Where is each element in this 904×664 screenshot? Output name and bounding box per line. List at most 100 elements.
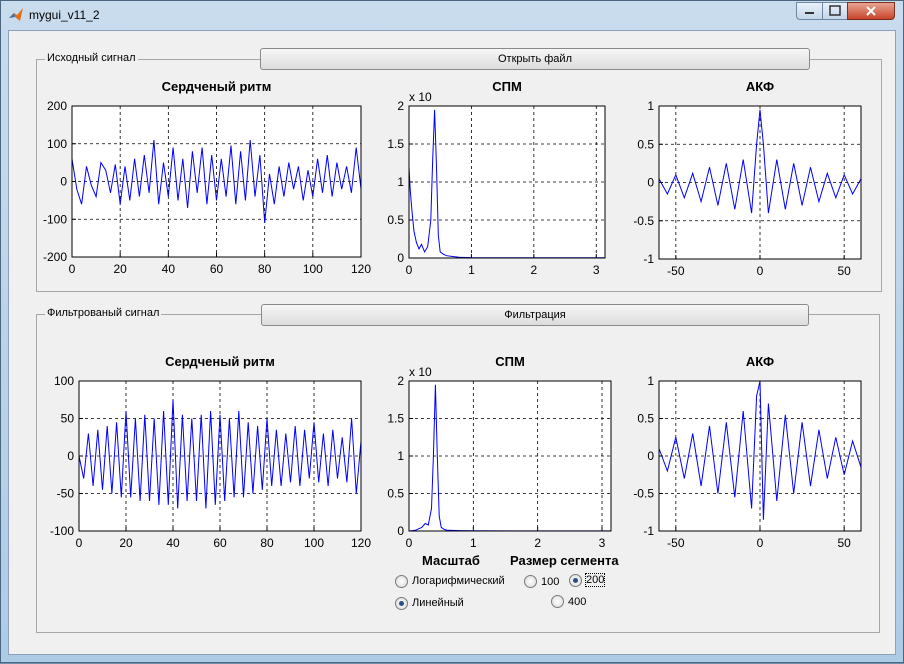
radio-segment-100-label: 100	[541, 576, 560, 588]
x-tick-label: 20	[119, 536, 133, 550]
x-tick-label: 60	[213, 536, 227, 550]
x-tick-label: 3	[593, 263, 600, 277]
series-line	[78, 399, 362, 509]
x-tick-label: -50	[667, 264, 685, 278]
exponent-label: x 10	[409, 90, 432, 104]
title-bar[interactable]: mygui_v11_2	[1, 1, 903, 29]
close-button[interactable]	[847, 2, 895, 20]
x-tick-label: 2	[530, 263, 537, 277]
y-tick-label: 100	[54, 374, 74, 388]
y-tick-label: 1	[397, 175, 404, 189]
chart-orig-hr: 0 20 40 60 80 100 120 200 100 0 -100 -200 Сердченый …	[43, 79, 371, 276]
x-tick-label: 80	[258, 262, 272, 276]
chart-title: Сердченый ритм	[162, 79, 272, 94]
series-line	[71, 139, 362, 224]
scale-label: Масштаб	[422, 553, 480, 568]
x-tick-label: 50	[837, 264, 851, 278]
chart-filt-hr: 0 20 40 60 80 100 120 100 50 0 -50 -100 Сердченый ри…	[50, 354, 371, 550]
x-tick-label: 100	[304, 536, 324, 550]
chart-title: Сердченый ритм	[165, 354, 275, 369]
plot-border	[658, 105, 862, 260]
x-tick-label: 1	[470, 536, 477, 550]
x-tick-label: 0	[69, 262, 76, 276]
panel-title: Исходный сигнал	[45, 52, 138, 64]
x-tick-label: 50	[837, 536, 851, 550]
open-file-button[interactable]: Открыть файл	[260, 48, 810, 70]
chart-title: АКФ	[746, 79, 774, 94]
x-tick-label: 60	[210, 262, 224, 276]
y-tick-label: 0.5	[637, 412, 654, 426]
x-tick-label: 20	[113, 262, 127, 276]
plot-border	[78, 380, 362, 532]
x-tick-label: 120	[351, 536, 371, 550]
y-tick-label: -0.5	[633, 214, 654, 228]
chart-title: АКФ	[746, 354, 774, 369]
x-tick-label: 1	[468, 263, 475, 277]
x-tick-label: 2	[534, 536, 541, 550]
y-tick-label: 50	[61, 412, 75, 426]
chart-filt-acf: -50 0 50 1 0.5 0 -0.5 -1 АКФ	[633, 354, 862, 550]
y-tick-label: 0	[647, 449, 654, 463]
plot-border	[658, 380, 862, 532]
radio-log-label: Логарифмический	[412, 575, 505, 587]
x-tick-label: 40	[162, 262, 176, 276]
y-tick-label: -100	[43, 212, 67, 226]
y-tick-label: 0.5	[387, 213, 404, 227]
plot-border	[71, 105, 362, 258]
y-tick-label: 0	[397, 524, 404, 538]
y-tick-label: 1.5	[387, 137, 404, 151]
y-tick-label: -0.5	[633, 487, 654, 501]
matlab-icon	[8, 7, 24, 23]
y-tick-label: 1	[647, 99, 654, 113]
series-line	[658, 109, 862, 214]
radio-linear-scale[interactable]	[395, 597, 408, 610]
x-tick-label: 0	[406, 263, 413, 277]
radio-segment-200-label: 200	[584, 573, 606, 587]
chart-filt-psd: 0 1 2 3 2 1.5 1 0.5 0 СПМ x 10	[387, 354, 612, 550]
exponent-label: x 10	[409, 365, 432, 379]
x-tick-label: 40	[166, 536, 180, 550]
y-tick-label: -50	[57, 487, 75, 501]
y-tick-label: 1	[397, 449, 404, 463]
y-tick-label: -1	[643, 524, 654, 538]
y-tick-label: -100	[50, 524, 74, 538]
y-tick-label: 200	[47, 99, 67, 113]
radio-segment-200[interactable]	[569, 574, 582, 587]
y-tick-label: 0	[397, 251, 404, 265]
y-tick-label: 0.5	[387, 487, 404, 501]
panel-title: Фильтрованый сигнал	[45, 307, 162, 319]
y-tick-label: -1	[643, 252, 654, 266]
x-tick-label: 3	[599, 536, 606, 550]
chart-orig-psd: 0 1 2 3 2 1.5 1 0.5 0 СПМ x 10	[387, 79, 606, 277]
y-tick-label: 0	[647, 176, 654, 190]
x-tick-label: -50	[667, 536, 685, 550]
radio-log-scale[interactable]	[395, 575, 408, 588]
y-tick-label: -200	[43, 250, 67, 264]
chart-title: СПМ	[495, 354, 525, 369]
radio-linear-label: Линейный	[412, 597, 464, 609]
window-title: mygui_v11_2	[29, 8, 100, 22]
plot-border	[408, 105, 606, 259]
x-tick-label: 0	[757, 536, 764, 550]
y-tick-label: 0.5	[637, 137, 654, 151]
y-tick-label: 1.5	[387, 412, 404, 426]
segment-size-label: Размер сегмента	[510, 553, 619, 568]
plot-border	[408, 380, 612, 532]
x-tick-label: 100	[303, 262, 323, 276]
maximize-button[interactable]	[822, 2, 848, 20]
x-tick-label: 80	[260, 536, 274, 550]
y-tick-label: 2	[397, 374, 404, 388]
y-tick-label: 2	[397, 99, 404, 113]
y-tick-label: 0	[60, 175, 67, 189]
radio-segment-100[interactable]	[524, 575, 537, 588]
y-tick-label: 100	[47, 137, 67, 151]
radio-segment-400-label: 400	[568, 596, 587, 608]
x-tick-label: 0	[406, 536, 413, 550]
radio-segment-400[interactable]	[551, 595, 564, 608]
x-tick-label: 120	[351, 262, 371, 276]
chart-orig-acf: -50 0 50 1 0.5 0 -0.5 -1 АКФ	[633, 79, 862, 278]
filter-button[interactable]: Фильтрация	[261, 304, 809, 326]
x-tick-label: 0	[757, 264, 764, 278]
